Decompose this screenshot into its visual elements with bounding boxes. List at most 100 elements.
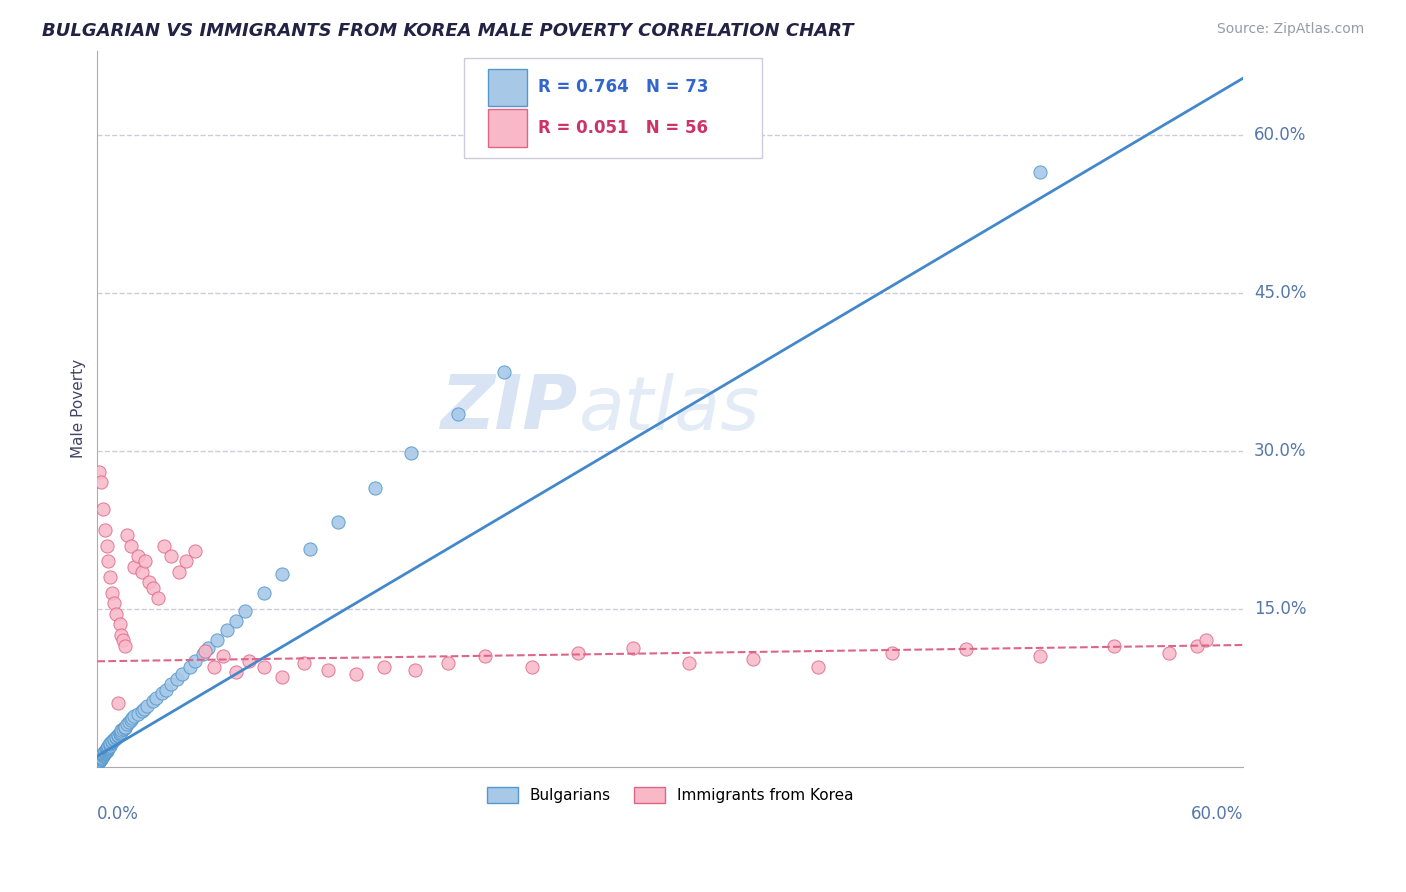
Point — [97, 554, 120, 568]
Point — [90, 750, 112, 764]
Point — [96, 744, 118, 758]
Text: Source: ZipAtlas.com: Source: ZipAtlas.com — [1216, 22, 1364, 37]
Text: 0.0%: 0.0% — [97, 805, 139, 823]
Point — [91, 749, 114, 764]
Point — [1185, 639, 1208, 653]
Point — [98, 736, 121, 750]
Point — [621, 640, 644, 655]
Point — [104, 607, 127, 621]
Y-axis label: Male Poverty: Male Poverty — [72, 359, 86, 458]
Point — [132, 701, 155, 715]
Point — [86, 756, 108, 771]
Point — [193, 644, 215, 658]
Point — [197, 640, 219, 655]
Point — [153, 539, 176, 553]
FancyBboxPatch shape — [488, 110, 527, 146]
Point — [955, 641, 977, 656]
Point — [118, 715, 141, 730]
Point — [96, 741, 118, 756]
Point — [96, 740, 118, 755]
Point — [107, 728, 129, 742]
Point — [212, 648, 235, 663]
Point — [492, 365, 515, 379]
Point — [91, 746, 114, 760]
Point — [89, 756, 111, 770]
Point — [271, 566, 294, 581]
Point — [167, 565, 190, 579]
Point — [678, 657, 700, 671]
Point — [91, 747, 114, 761]
FancyBboxPatch shape — [488, 69, 527, 106]
Point — [179, 659, 201, 673]
Point — [172, 667, 194, 681]
Point — [136, 698, 159, 713]
Point — [253, 659, 276, 673]
Point — [225, 665, 247, 679]
Point — [90, 752, 112, 766]
Point — [112, 722, 135, 736]
Text: 60.0%: 60.0% — [1254, 126, 1306, 144]
Point — [298, 541, 321, 556]
Point — [110, 628, 132, 642]
Point — [89, 753, 111, 767]
Point — [101, 734, 124, 748]
Point — [404, 663, 426, 677]
Point — [880, 646, 903, 660]
Point — [103, 596, 125, 610]
Point — [120, 539, 142, 553]
Text: 15.0%: 15.0% — [1254, 599, 1306, 617]
Legend: Bulgarians, Immigrants from Korea: Bulgarians, Immigrants from Korea — [481, 780, 859, 809]
Point — [97, 740, 120, 755]
Point — [115, 528, 138, 542]
Point — [98, 570, 121, 584]
Point — [150, 686, 173, 700]
Point — [103, 733, 125, 747]
Point — [148, 591, 170, 606]
Point — [114, 721, 136, 735]
Point — [142, 581, 165, 595]
Point — [145, 691, 167, 706]
Point — [127, 549, 149, 563]
Point — [104, 730, 127, 744]
Point — [98, 739, 121, 753]
Point — [93, 745, 115, 759]
Point — [114, 639, 136, 653]
Point — [318, 663, 340, 677]
Point — [89, 465, 111, 479]
Point — [121, 711, 143, 725]
Point — [91, 501, 114, 516]
Point — [215, 623, 238, 637]
Point — [202, 659, 225, 673]
Point — [155, 682, 177, 697]
Point — [93, 744, 115, 758]
Text: 60.0%: 60.0% — [1191, 805, 1243, 823]
Text: R = 0.051   N = 56: R = 0.051 N = 56 — [538, 119, 709, 137]
Point — [134, 554, 156, 568]
Point — [326, 516, 349, 530]
Point — [363, 481, 385, 495]
Text: 45.0%: 45.0% — [1254, 284, 1306, 301]
Point — [191, 647, 214, 661]
Text: BULGARIAN VS IMMIGRANTS FROM KOREA MALE POVERTY CORRELATION CHART: BULGARIAN VS IMMIGRANTS FROM KOREA MALE … — [42, 22, 853, 40]
Point — [292, 657, 315, 671]
Point — [93, 523, 115, 537]
Point — [90, 752, 112, 766]
Text: 30.0%: 30.0% — [1254, 442, 1306, 459]
Point — [108, 726, 131, 740]
Point — [207, 633, 229, 648]
Point — [160, 549, 183, 563]
Point — [97, 739, 120, 754]
Point — [437, 657, 460, 671]
Point — [108, 617, 131, 632]
Point — [131, 565, 153, 579]
Point — [114, 720, 136, 734]
Point — [520, 659, 543, 673]
Point — [131, 704, 153, 718]
Point — [107, 697, 129, 711]
Point — [142, 694, 165, 708]
Point — [104, 731, 127, 746]
Point — [91, 747, 114, 762]
Point — [107, 729, 129, 743]
Point — [271, 670, 294, 684]
Point — [233, 604, 256, 618]
